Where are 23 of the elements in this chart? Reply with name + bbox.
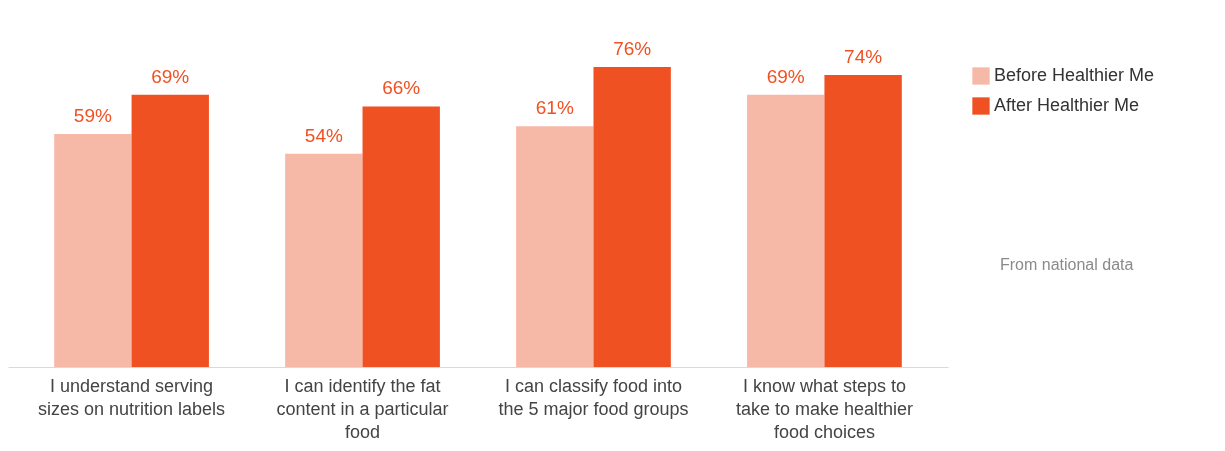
bar bbox=[131, 94, 209, 367]
bar bbox=[285, 153, 363, 367]
bar bbox=[54, 134, 132, 367]
data-label: 66% bbox=[382, 77, 421, 99]
data-label: 74% bbox=[844, 45, 883, 67]
legend-label: After Healthier Me bbox=[994, 95, 1140, 115]
x-tick-label: I understand serving sizes on nutrition labels bbox=[38, 375, 226, 419]
bar bbox=[824, 74, 902, 367]
data-label: 59% bbox=[73, 105, 112, 127]
legend-label: Before Healthier Me bbox=[994, 65, 1155, 85]
bar bbox=[362, 106, 440, 367]
bar bbox=[516, 126, 594, 367]
data-label: 54% bbox=[304, 124, 343, 146]
x-tick-label: I can classify food into the 5 major food groups bbox=[498, 375, 689, 419]
x-tick-label: I know what steps to take to make healthier food choices bbox=[735, 375, 913, 442]
data-label: 69% bbox=[151, 65, 190, 87]
data-label: 76% bbox=[613, 38, 652, 59]
bar bbox=[593, 67, 671, 367]
text: From national data bbox=[1000, 256, 1134, 274]
data-label: 69% bbox=[766, 65, 805, 87]
x-tick-label: I can identify the fat content in a particular food bbox=[276, 375, 449, 442]
data-label: 61% bbox=[535, 97, 574, 119]
bar bbox=[747, 94, 825, 367]
